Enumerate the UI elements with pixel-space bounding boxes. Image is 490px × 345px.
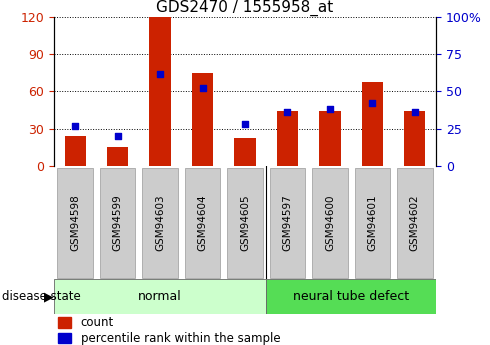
- Bar: [107, 147, 128, 166]
- Title: GDS2470 / 1555958_at: GDS2470 / 1555958_at: [156, 0, 334, 16]
- Point: [411, 109, 419, 115]
- FancyBboxPatch shape: [57, 168, 93, 278]
- Text: GSM94599: GSM94599: [113, 194, 122, 251]
- Point: [284, 109, 292, 115]
- Point: [156, 71, 164, 76]
- Bar: [319, 111, 341, 166]
- Bar: [277, 111, 298, 166]
- Text: GSM94597: GSM94597: [282, 194, 293, 251]
- Bar: [404, 111, 425, 166]
- Bar: [362, 81, 383, 166]
- FancyBboxPatch shape: [142, 168, 178, 278]
- Point: [326, 107, 334, 112]
- FancyBboxPatch shape: [100, 168, 135, 278]
- Text: ▶: ▶: [44, 290, 54, 303]
- Text: GSM94604: GSM94604: [197, 194, 208, 251]
- Text: count: count: [81, 316, 114, 329]
- Point: [198, 86, 206, 91]
- Point: [114, 133, 122, 139]
- Text: neural tube defect: neural tube defect: [293, 290, 409, 303]
- FancyBboxPatch shape: [312, 168, 348, 278]
- FancyBboxPatch shape: [397, 168, 433, 278]
- Text: GSM94598: GSM94598: [70, 194, 80, 251]
- FancyBboxPatch shape: [270, 168, 305, 278]
- Text: GSM94605: GSM94605: [240, 194, 250, 251]
- Text: normal: normal: [138, 290, 182, 303]
- Text: GSM94601: GSM94601: [368, 194, 377, 251]
- Text: percentile rank within the sample: percentile rank within the sample: [81, 332, 280, 345]
- Point: [71, 123, 79, 128]
- Bar: [149, 17, 171, 166]
- Bar: [192, 73, 213, 166]
- Text: GSM94600: GSM94600: [325, 194, 335, 251]
- FancyBboxPatch shape: [227, 168, 263, 278]
- Bar: [58, 317, 71, 328]
- FancyBboxPatch shape: [54, 279, 266, 314]
- Point: [241, 121, 249, 127]
- Bar: [65, 136, 86, 166]
- Text: disease state: disease state: [2, 290, 81, 303]
- FancyBboxPatch shape: [185, 168, 220, 278]
- Text: GSM94603: GSM94603: [155, 194, 165, 251]
- FancyBboxPatch shape: [266, 279, 436, 314]
- Bar: [58, 333, 71, 344]
- Point: [368, 100, 376, 106]
- Text: GSM94602: GSM94602: [410, 194, 420, 251]
- FancyBboxPatch shape: [355, 168, 390, 278]
- Bar: [234, 138, 256, 166]
